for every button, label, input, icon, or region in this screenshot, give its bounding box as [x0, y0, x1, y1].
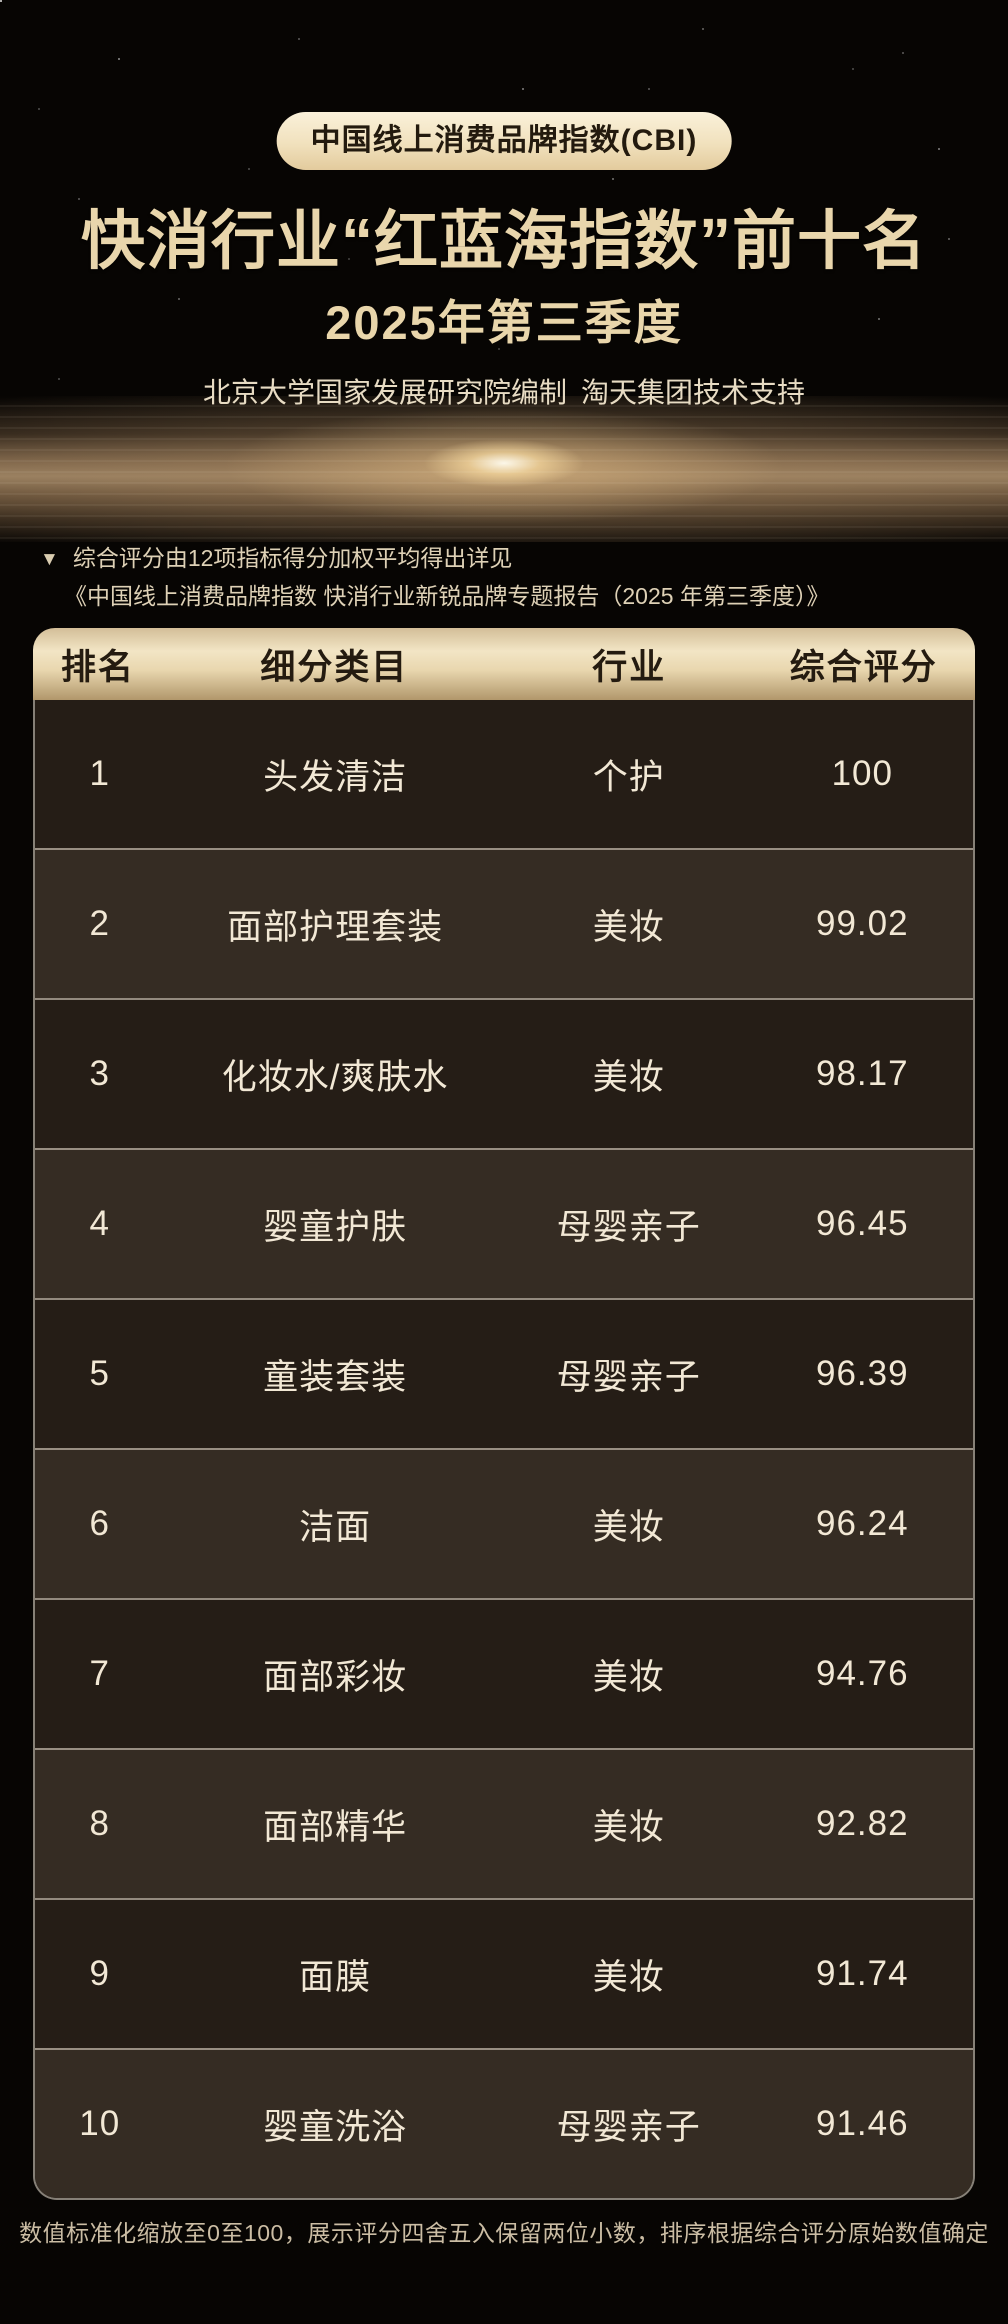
cell-category: 婴童洗浴	[263, 2107, 408, 2147]
cell-score: 91.74	[815, 1954, 909, 1993]
cell-rank: 1	[89, 754, 110, 793]
column-header-rank: 排名	[60, 647, 135, 687]
table-row: 6 洁面 美妆 96.24	[35, 1448, 973, 1598]
cell-score: 96.24	[815, 1504, 909, 1543]
publisher-byline: 北京大学国家发展研究院编制 淘天集团技术支持	[202, 377, 805, 408]
cell-score: 100	[831, 754, 893, 793]
cell-score: 92.82	[815, 1804, 909, 1843]
table-row: 10 婴童洗浴 母婴亲子 91.46	[35, 2048, 973, 2198]
cell-score: 96.39	[815, 1354, 909, 1393]
table-row: 4 婴童护肤 母婴亲子 96.45	[35, 1148, 973, 1298]
cell-rank: 5	[89, 1354, 110, 1393]
cell-score: 91.46	[815, 2104, 909, 2143]
column-header-score: 综合评分	[789, 647, 938, 687]
cell-category: 面部彩妆	[263, 1657, 408, 1697]
page-title: 快消行业“红蓝海指数”前十名	[81, 205, 927, 277]
cell-rank: 6	[89, 1504, 110, 1543]
table-body: 1 头发清洁 个护 100 2 面部护理套装 美妆 99.02 3 化妆水/爽肤水 美妆 98.17 4…	[33, 700, 975, 2200]
ranking-table: 排名 细分类目 行业 综合评分 1 头发清洁 个护 100 2 面部护理套装 美妆 99.02 3 化妆…	[33, 628, 975, 2200]
cell-rank: 2	[89, 904, 110, 943]
note-line-1-text: 综合评分由12项指标得分加权平均得出详见	[72, 545, 513, 571]
cell-industry: 母婴亲子	[556, 1207, 701, 1247]
cell-category: 面部护理套装	[227, 907, 444, 947]
table-header-row: 排名 细分类目 行业 综合评分	[33, 628, 975, 700]
table-row: 9 面膜 美妆 91.74	[35, 1898, 973, 2048]
cell-industry: 母婴亲子	[556, 2107, 701, 2147]
cell-rank: 4	[89, 1204, 110, 1243]
cell-category: 婴童护肤	[263, 1207, 408, 1247]
cell-industry: 个护	[592, 757, 665, 797]
table-row: 5 童装套装 母婴亲子 96.39	[35, 1298, 973, 1448]
table-row: 8 面部精华 美妆 92.82	[35, 1748, 973, 1898]
cell-industry: 母婴亲子	[556, 1357, 701, 1397]
cell-rank: 8	[89, 1804, 110, 1843]
cell-industry: 美妆	[592, 907, 665, 947]
cell-score: 98.17	[815, 1054, 909, 1093]
cell-category: 面膜	[299, 1957, 372, 1997]
table-row: 1 头发清洁 个护 100	[35, 700, 973, 848]
column-header-industry: 行业	[592, 647, 667, 687]
column-header-category: 细分类目	[260, 647, 409, 687]
index-badge-label: 中国线上消费品牌指数(CBI)	[310, 124, 698, 157]
sunrise-horizon-decoration	[0, 396, 1008, 542]
footnote: 数值标准化缩放至0至100，展示评分四舍五入保留两位小数，排序根据综合评分原始数…	[19, 2220, 989, 2246]
cell-category: 洁面	[299, 1507, 372, 1547]
cell-score: 99.02	[815, 904, 909, 943]
cell-rank: 3	[89, 1054, 110, 1093]
cell-industry: 美妆	[592, 1657, 665, 1697]
cell-industry: 美妆	[592, 1507, 665, 1547]
cell-score: 96.45	[815, 1204, 909, 1243]
cell-category: 面部精华	[263, 1807, 408, 1847]
cell-score: 94.76	[815, 1654, 909, 1693]
note-line-2: 《中国线上消费品牌指数 快消行业新锐品牌专题报告（2025 年第三季度）》	[64, 583, 830, 609]
table-row: 3 化妆水/爽肤水 美妆 98.17	[35, 998, 973, 1148]
note-line-1: ▼ 综合评分由12项指标得分加权平均得出详见	[40, 540, 970, 578]
index-badge: 中国线上消费品牌指数(CBI)	[276, 112, 732, 170]
cell-category: 童装套装	[263, 1357, 408, 1397]
cell-rank: 10	[79, 2104, 121, 2143]
cell-category: 头发清洁	[263, 757, 408, 797]
table-row: 7 面部彩妆 美妆 94.76	[35, 1598, 973, 1748]
triangle-marker-icon: ▼	[40, 549, 59, 570]
methodology-note: ▼ 综合评分由12项指标得分加权平均得出详见 《中国线上消费品牌指数 快消行业新锐…	[40, 540, 970, 614]
cell-industry: 美妆	[592, 1807, 665, 1847]
cell-category: 化妆水/爽肤水	[221, 1057, 449, 1097]
cell-industry: 美妆	[592, 1057, 665, 1097]
cell-industry: 美妆	[592, 1957, 665, 1997]
cell-rank: 7	[89, 1654, 110, 1693]
cell-rank: 9	[89, 1954, 110, 1993]
quarter-subtitle: 2025年第三季度	[325, 296, 683, 349]
table-row: 2 面部护理套装 美妆 99.02	[35, 848, 973, 998]
